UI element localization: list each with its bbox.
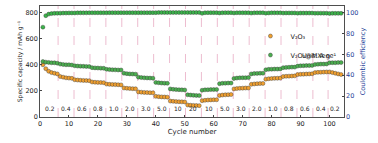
svg-text:0.8: 0.8 bbox=[93, 105, 103, 112]
svg-text:20: 20 bbox=[346, 92, 354, 100]
svg-text:0.4: 0.4 bbox=[316, 105, 326, 112]
svg-text:200: 200 bbox=[25, 87, 37, 95]
svg-text:0: 0 bbox=[346, 113, 350, 121]
svg-text:40: 40 bbox=[152, 120, 160, 128]
svg-text:1.0: 1.0 bbox=[268, 105, 278, 112]
svg-text:Coulombic efficiency: Coulombic efficiency bbox=[359, 28, 367, 96]
svg-text:Cycle number: Cycle number bbox=[168, 128, 217, 136]
svg-text:600: 600 bbox=[25, 35, 37, 43]
svg-text:0: 0 bbox=[34, 113, 38, 121]
svg-text:50: 50 bbox=[181, 120, 189, 128]
svg-text:Unit: A g⁻¹: Unit: A g⁻¹ bbox=[302, 52, 337, 60]
svg-text:V₂O₃@MXene: V₂O₃@MXene bbox=[290, 52, 333, 60]
svg-text:10: 10 bbox=[65, 120, 73, 128]
svg-text:0.6: 0.6 bbox=[77, 105, 87, 112]
svg-text:100: 100 bbox=[323, 120, 335, 128]
svg-text:40: 40 bbox=[346, 71, 354, 79]
svg-text:400: 400 bbox=[25, 61, 37, 69]
svg-text:V₂O₃: V₂O₃ bbox=[290, 33, 305, 41]
svg-text:60: 60 bbox=[346, 51, 354, 59]
svg-text:5.0: 5.0 bbox=[220, 105, 230, 112]
svg-text:0.2: 0.2 bbox=[45, 105, 55, 112]
svg-text:60: 60 bbox=[210, 120, 218, 128]
svg-text:0.2: 0.2 bbox=[330, 105, 340, 112]
svg-text:30: 30 bbox=[123, 120, 131, 128]
svg-text:0: 0 bbox=[38, 120, 42, 128]
svg-text:2.0: 2.0 bbox=[252, 105, 262, 112]
svg-text:2.0: 2.0 bbox=[125, 105, 135, 112]
svg-text:70: 70 bbox=[239, 120, 247, 128]
svg-text:80: 80 bbox=[267, 120, 275, 128]
svg-text:10: 10 bbox=[174, 105, 182, 112]
svg-text:0.6: 0.6 bbox=[300, 105, 310, 112]
svg-text:800: 800 bbox=[25, 9, 37, 17]
svg-text:3.0: 3.0 bbox=[236, 105, 246, 112]
svg-text:80: 80 bbox=[346, 30, 354, 38]
svg-text:100: 100 bbox=[346, 9, 358, 17]
svg-text:10: 10 bbox=[205, 105, 213, 112]
svg-text:90: 90 bbox=[296, 120, 304, 128]
svg-text:Specific capacity / mAh g⁻¹: Specific capacity / mAh g⁻¹ bbox=[16, 20, 24, 102]
svg-text:20: 20 bbox=[94, 120, 102, 128]
svg-text:20: 20 bbox=[189, 105, 197, 112]
svg-text:0.8: 0.8 bbox=[284, 105, 294, 112]
svg-text:5.0: 5.0 bbox=[157, 105, 167, 112]
svg-text:3.0: 3.0 bbox=[141, 105, 151, 112]
svg-text:1.0: 1.0 bbox=[109, 105, 119, 112]
svg-text:0.4: 0.4 bbox=[61, 105, 71, 112]
